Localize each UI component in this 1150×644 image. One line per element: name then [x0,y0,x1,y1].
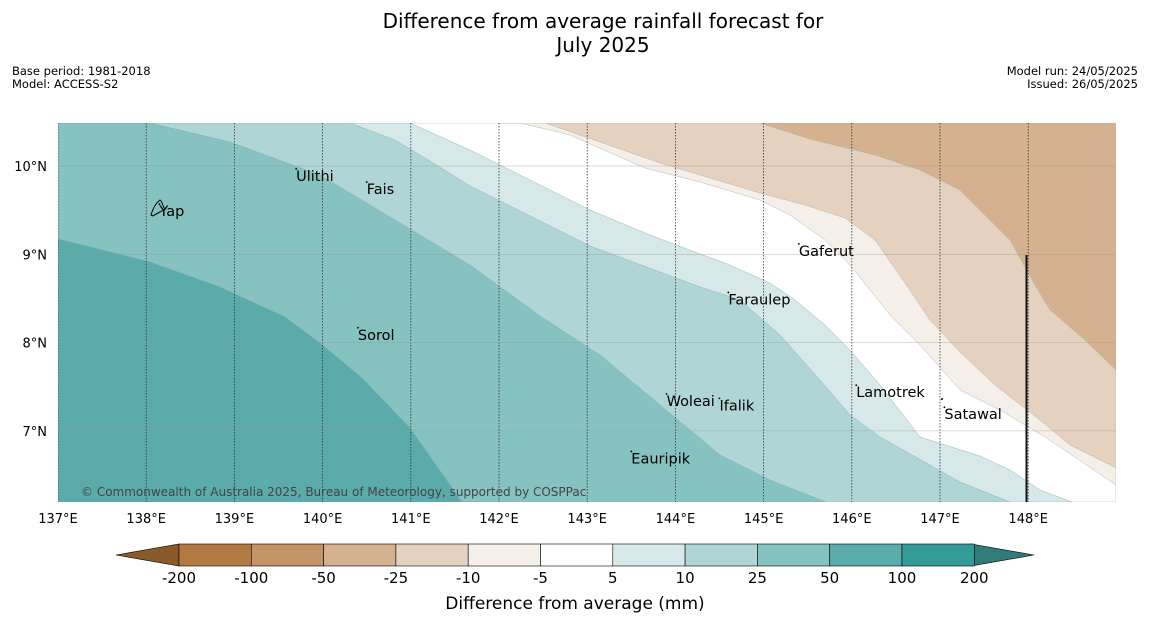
lon-tick-label: 143°E [567,512,607,527]
lon-tick-label: 145°E [744,512,784,527]
issued-date: Issued: 26/05/2025 [1027,77,1138,91]
colorbar-tick: 50 [820,569,839,587]
band-neg50-neg25 [759,123,1116,371]
colorbar-tick: -50 [311,569,336,587]
lon-tick-label: 146°E [832,512,872,527]
colorbar-cell [467,543,541,567]
island-label: Lamotrek [856,385,925,401]
colorbar-below-triangle [115,543,180,567]
colorbar-tick: 25 [748,569,767,587]
colorbar-cells [178,543,975,567]
lon-tick-label: 147°E [920,512,960,527]
lat-tick-label: 9°N [23,248,48,263]
axis-ticks: 137°E 138°E 139°E 140°E 141°E 142°E 143°E 144°E… [14,160,1048,527]
colorbar-cell [901,543,975,567]
metadata-right: Model run: 24/05/2025 Issued: 26/05/2025 [1007,65,1138,91]
lon-tick-label: 137°E [38,512,78,527]
island-marker [943,406,946,409]
lon-tick-label: 139°E [215,512,255,527]
base-period: Base period: 1981-2018 [12,64,151,78]
island-marker [365,181,368,183]
island-label: Faraulep [728,292,790,308]
lon-tick-label: 142°E [479,512,519,527]
island-marker [158,203,161,206]
colorbar-cell [829,543,903,567]
colorbar-tick: 100 [888,569,917,587]
lon-tick-label: 141°E [391,512,431,527]
colorbar-cell [612,543,686,567]
island-label: Sorol [358,328,395,344]
island-label: Woleai [667,394,715,410]
island-label: Gaferut [799,244,854,260]
island-labels: Yap Ulithi Fais Sorol Gaferut Faraulep Woleai I… [158,167,1002,467]
lat-tick-label: 8°N [23,337,48,352]
colorbar-tick: -10 [456,569,481,587]
lon-tick-label: 148°E [1008,512,1048,527]
colorbar-cell [540,543,614,567]
island-marker [356,326,359,329]
island-label: Yap [158,204,184,220]
yap-island-outline [150,199,166,217]
colorbar-cell [178,543,252,567]
map-grid [58,123,1116,502]
island-marker [727,291,730,294]
colorbar-tick: 200 [960,569,989,587]
lon-tick-label: 144°E [656,512,696,527]
colorbar-cell [757,543,831,567]
island-marker [630,450,633,453]
island-label: Ulithi [296,169,334,185]
chart-title: Difference from average rainfall forecas… [0,9,1150,57]
island-marker [718,397,721,400]
model-run: Model run: 24/05/2025 [1006,64,1138,78]
colorbar-tick: -100 [234,569,268,587]
island-label: Ifalik [720,398,755,414]
lat-tick-label: 7°N [23,425,48,440]
lon-tick-label: 138°E [126,512,166,527]
island-marker [295,167,298,170]
metadata-left: Base period: 1981-2018 Model: ACCESS-S2 [12,65,151,91]
island-marker [941,398,943,400]
colorbar-tick: -5 [533,569,548,587]
colorbar-cell [251,543,324,567]
colorbar-cell [684,543,758,567]
title-line-2: July 2025 [556,33,650,57]
colorbar-tick: -200 [162,569,196,587]
lat-tick-label: 10°N [14,160,47,175]
title-line-1: Difference from average rainfall forecas… [382,9,824,33]
colorbar-tick: 10 [676,569,695,587]
model-name: Model: ACCESS-S2 [12,77,119,91]
colorbar: -200 -100 -50 -25 -10 -5 5 10 25 50 100 200 Differe… [115,543,1035,614]
island-marker [855,384,858,387]
colorbar-title: Difference from average (mm) [445,594,704,614]
island-label: Fais [367,182,394,198]
colorbar-above-triangle [970,543,1035,567]
band-neg25-neg10 [544,123,1116,469]
colorbar-tick: 5 [608,569,618,587]
colorbar-tick: -25 [384,569,409,587]
island-label: Eauripik [631,451,690,467]
colorbar-cell [395,543,469,567]
island-marker [797,242,800,245]
island-label: Satawal [944,407,1001,423]
lon-tick-label: 140°E [303,512,343,527]
island-marker [665,393,668,395]
colorbar-tick-labels: -200 -100 -50 -25 -10 -5 5 10 25 50 100 200 [162,569,989,587]
colorbar-cell [323,543,397,567]
copyright-notice: © Commonwealth of Australia 2025, Bureau… [81,485,586,499]
